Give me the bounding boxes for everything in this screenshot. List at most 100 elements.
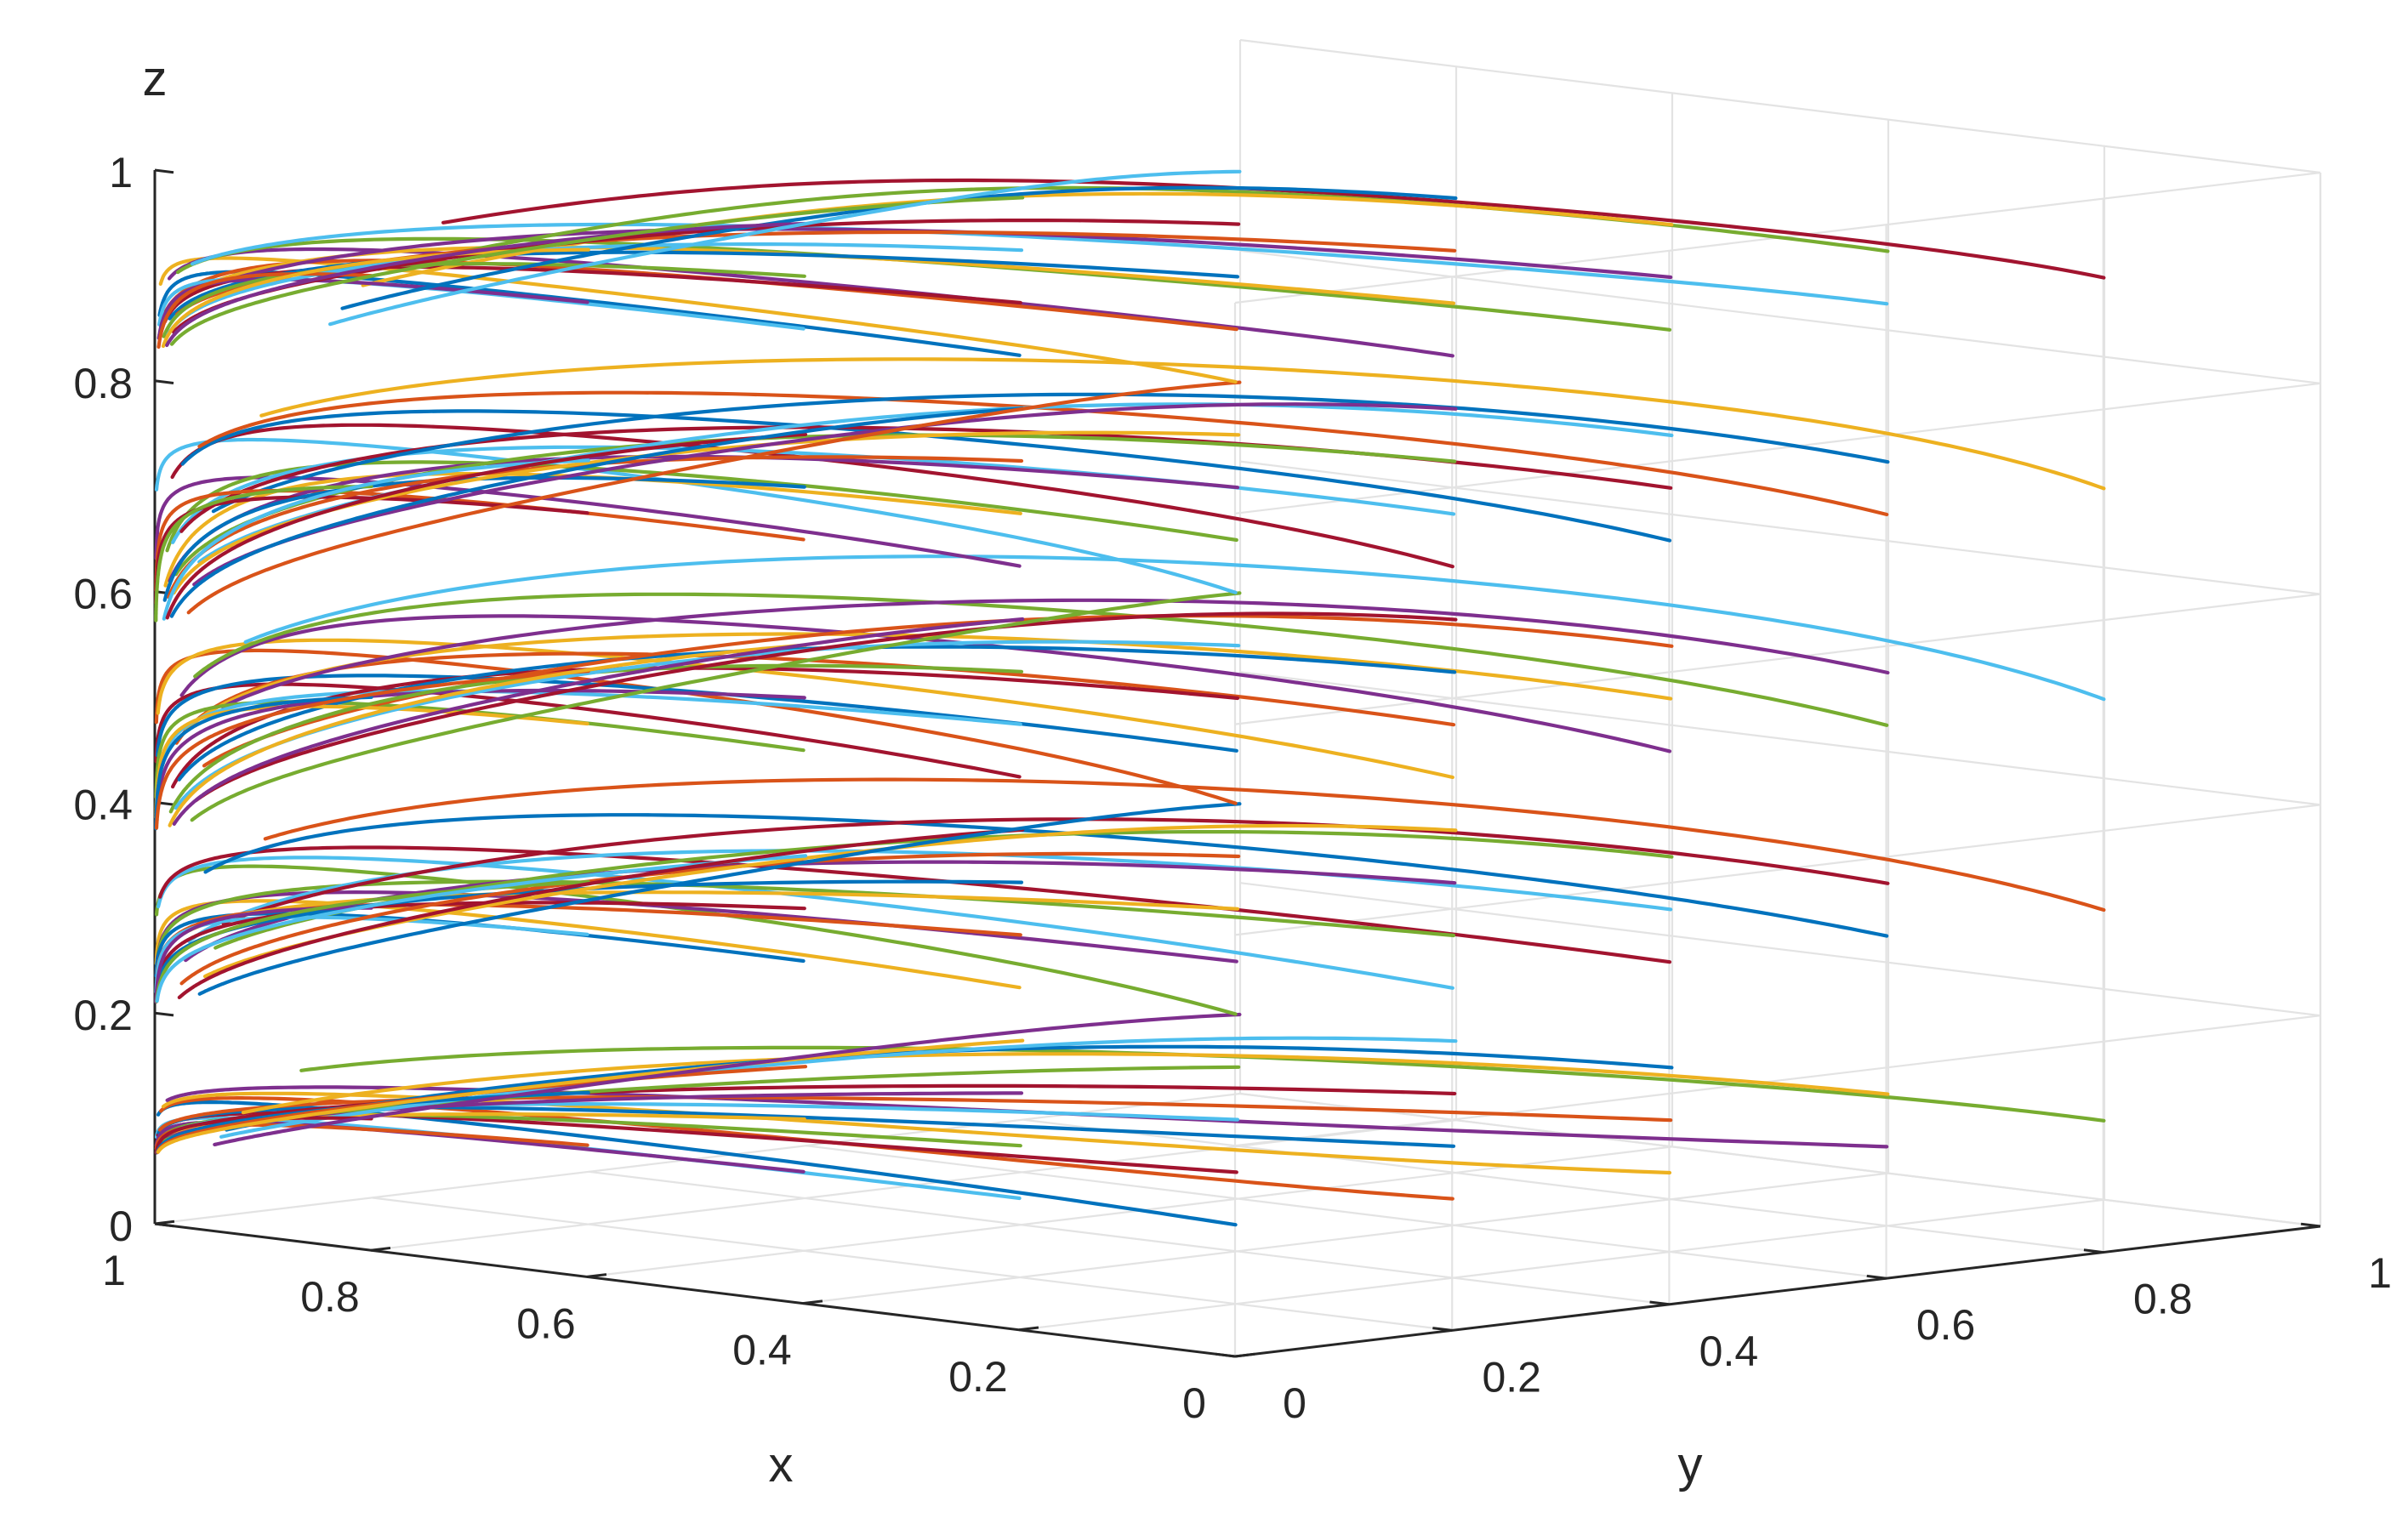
x-tick-mark xyxy=(370,1246,391,1252)
trajectory-line xyxy=(169,196,1025,346)
trajectory-line xyxy=(177,827,1025,999)
trajectory-line xyxy=(157,270,1022,357)
x-tick-mark xyxy=(802,1299,823,1305)
y-tick-label: 0.6 xyxy=(1916,1301,1976,1349)
y-tick-label: 1 xyxy=(2368,1249,2392,1297)
trajectory-line xyxy=(161,247,590,349)
side-wall-grid-line xyxy=(1239,882,2321,1017)
x-tick-mark xyxy=(1234,1352,1255,1358)
y-tick-label: 0 xyxy=(1283,1379,1306,1427)
trajectory-line xyxy=(193,592,1889,727)
z-tick-label: 0.6 xyxy=(73,571,133,618)
x-tick-label: 0.6 xyxy=(516,1299,576,1347)
z-tick-label: 0.8 xyxy=(73,360,133,407)
y-tick-mark xyxy=(1432,1327,1453,1332)
side-wall-grid-line xyxy=(1239,38,2321,174)
x-tick-label: 0 xyxy=(1182,1379,1206,1427)
y-axis-label: y xyxy=(1678,1437,1703,1492)
z-tick-label: 1 xyxy=(109,149,133,196)
trajectory-line xyxy=(221,817,1890,925)
tick-labels: 00.20.40.60.8100.20.40.60.8100.20.40.60.… xyxy=(73,149,2391,1427)
y-tick-label: 0.2 xyxy=(1482,1353,1541,1401)
trajectory-line xyxy=(157,856,1454,990)
x-tick-label: 0.2 xyxy=(948,1353,1008,1401)
trajectory-line xyxy=(172,617,1025,826)
trajectory-line xyxy=(162,458,590,621)
y-axis-line xyxy=(1234,1225,2321,1358)
trajectory-line xyxy=(154,437,1238,594)
z-tick-mark xyxy=(154,168,174,174)
z-axis-label: z xyxy=(143,51,168,106)
trajectory-line xyxy=(165,432,808,620)
trajectory-line xyxy=(328,169,1242,327)
y-tick-mark xyxy=(1215,1352,1236,1358)
side-wall-grid-line xyxy=(1239,249,2321,384)
trajectory-line xyxy=(340,185,1458,310)
back-wall-grid-line xyxy=(1234,804,2321,936)
trajectory-line xyxy=(197,802,1242,996)
floor-grid-line xyxy=(586,1146,1673,1278)
trajectory-line xyxy=(154,899,1022,990)
trajectory-line xyxy=(154,669,590,830)
x-axis-label: x xyxy=(769,1437,794,1492)
floor-grid-line xyxy=(1022,1118,2103,1254)
trajectory-line xyxy=(169,407,1025,618)
trajectory-line xyxy=(171,445,1456,544)
z-tick-label: 0 xyxy=(109,1202,133,1250)
trajectory-line xyxy=(168,250,1240,321)
axes xyxy=(153,168,2321,1358)
trajectory-line xyxy=(191,222,1889,306)
trajectory-line xyxy=(157,1095,1673,1132)
trajectory-line xyxy=(203,813,1889,938)
trajectory-line xyxy=(179,614,1672,753)
x-axis-line xyxy=(154,1222,1236,1358)
trajectory-line xyxy=(154,475,1022,568)
x-tick-label: 0.8 xyxy=(300,1273,360,1321)
y-tick-label: 0.4 xyxy=(1699,1328,1759,1375)
x-tick-mark xyxy=(586,1273,607,1278)
y-tick-mark xyxy=(2083,1248,2103,1254)
trajectory-line xyxy=(184,632,1673,732)
trajectory-line xyxy=(155,854,808,1003)
floor-grid-line xyxy=(372,1197,1453,1332)
trajectory-line xyxy=(163,472,1022,588)
trajectory-line xyxy=(197,390,1889,517)
z-tick-mark xyxy=(154,1011,174,1017)
trajectory-line xyxy=(157,272,373,350)
trajectory-line xyxy=(190,591,1242,822)
floor-grid-line xyxy=(154,1092,1241,1225)
x-tick-mark xyxy=(1018,1326,1039,1332)
trajectory-line xyxy=(180,409,1672,543)
trajectory-line xyxy=(158,845,1672,964)
floor-grid-line xyxy=(1018,1198,2105,1331)
floor-grid-line xyxy=(589,1170,1670,1305)
trajectory-line xyxy=(156,638,1454,780)
trajectory-line xyxy=(168,643,808,827)
side-wall-grid-line xyxy=(1239,671,2321,806)
trajectory-line xyxy=(158,256,1238,384)
trajectory-series xyxy=(154,169,2106,1227)
side-wall-grid-line xyxy=(1239,1092,2321,1228)
floor-grid-line xyxy=(802,1172,1889,1305)
trajectory-line xyxy=(154,906,373,1004)
x-tick-label: 1 xyxy=(102,1247,126,1294)
z-tick-label: 0.4 xyxy=(73,781,133,828)
y-tick-label: 0.8 xyxy=(2133,1276,2193,1323)
trajectory-line xyxy=(156,1038,1025,1154)
y-tick-mark xyxy=(1866,1274,1887,1280)
trajectory-line xyxy=(259,357,2106,491)
side-wall-grid-line xyxy=(1239,460,2321,595)
x-tick-mark xyxy=(154,1220,175,1225)
trajectory-line xyxy=(220,598,1890,709)
y-tick-mark xyxy=(2300,1222,2321,1228)
y-tick-mark xyxy=(1649,1300,1670,1306)
z-tick-mark xyxy=(154,379,174,384)
back-wall-grid-line xyxy=(1234,593,2321,725)
trajectory-line xyxy=(194,611,1458,803)
trajectory-line xyxy=(441,178,2106,280)
trajectory-line xyxy=(165,460,1238,553)
trajectory-line xyxy=(154,484,373,623)
trajectory-line xyxy=(162,475,806,602)
trajectory-line xyxy=(165,221,808,348)
